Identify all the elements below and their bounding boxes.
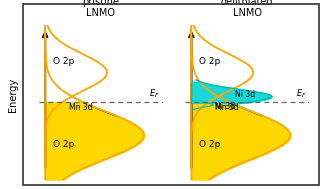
Text: Mn 3d: Mn 3d — [215, 103, 239, 112]
Text: Ni 3d: Ni 3d — [215, 102, 235, 111]
Text: Mn 3d: Mn 3d — [69, 103, 92, 112]
Text: Energy: Energy — [8, 77, 18, 112]
Text: O 2p: O 2p — [53, 140, 74, 149]
Text: Ni 3d: Ni 3d — [235, 90, 255, 99]
Text: delithiated
LNMO: delithiated LNMO — [221, 0, 273, 18]
Text: pristine
LNMO: pristine LNMO — [82, 0, 119, 18]
Text: O 2p: O 2p — [199, 57, 220, 66]
Text: O 2p: O 2p — [199, 140, 220, 149]
Text: $E_F$: $E_F$ — [296, 87, 306, 100]
Text: O 2p: O 2p — [53, 57, 74, 66]
Text: $E_F$: $E_F$ — [150, 87, 160, 100]
